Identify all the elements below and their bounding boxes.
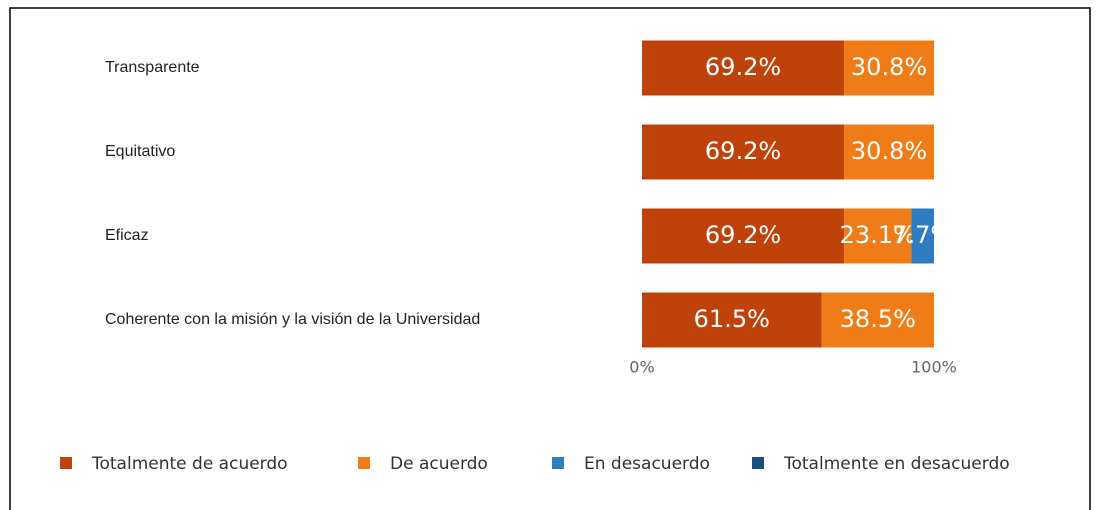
bar-segment	[844, 124, 934, 180]
bar-segment	[642, 292, 822, 348]
legend-label: En desacuerdo	[584, 454, 710, 474]
bar-segment	[642, 40, 845, 96]
legend-label: Totalmente de acuerdo	[91, 454, 288, 474]
legend-label: De acuerdo	[390, 454, 488, 474]
legend-swatch	[752, 457, 764, 469]
category-label: Equitativo	[105, 143, 175, 160]
bar-segment	[642, 124, 845, 180]
value-label: 69.2%	[705, 221, 781, 249]
legend-swatch	[60, 457, 72, 469]
value-label: 7.7%	[892, 221, 953, 249]
category-label: Transparente	[105, 59, 200, 76]
value-label: 61.5%	[694, 305, 770, 333]
category-label: Eficaz	[105, 227, 149, 244]
x-tick-label: 100%	[911, 358, 957, 377]
value-label: 23.1%	[840, 221, 916, 249]
category-label: Coherente con la misión y la visión de l…	[105, 311, 480, 328]
value-label: 30.8%	[851, 137, 927, 165]
legend-label: Totalmente en desacuerdo	[783, 454, 1010, 474]
legend-swatch	[552, 457, 564, 469]
legend-swatch	[358, 457, 370, 469]
value-label: 30.8%	[851, 53, 927, 81]
value-label: 38.5%	[840, 305, 916, 333]
bar-segment	[642, 208, 845, 264]
bar-segment	[911, 208, 934, 264]
bar-segment	[821, 292, 934, 348]
bar-segment	[844, 208, 912, 264]
value-label: 69.2%	[705, 137, 781, 165]
bar-segment	[844, 40, 934, 96]
value-label: 69.2%	[705, 53, 781, 81]
x-tick-label: 0%	[629, 358, 654, 377]
frame	[9, 7, 1091, 510]
